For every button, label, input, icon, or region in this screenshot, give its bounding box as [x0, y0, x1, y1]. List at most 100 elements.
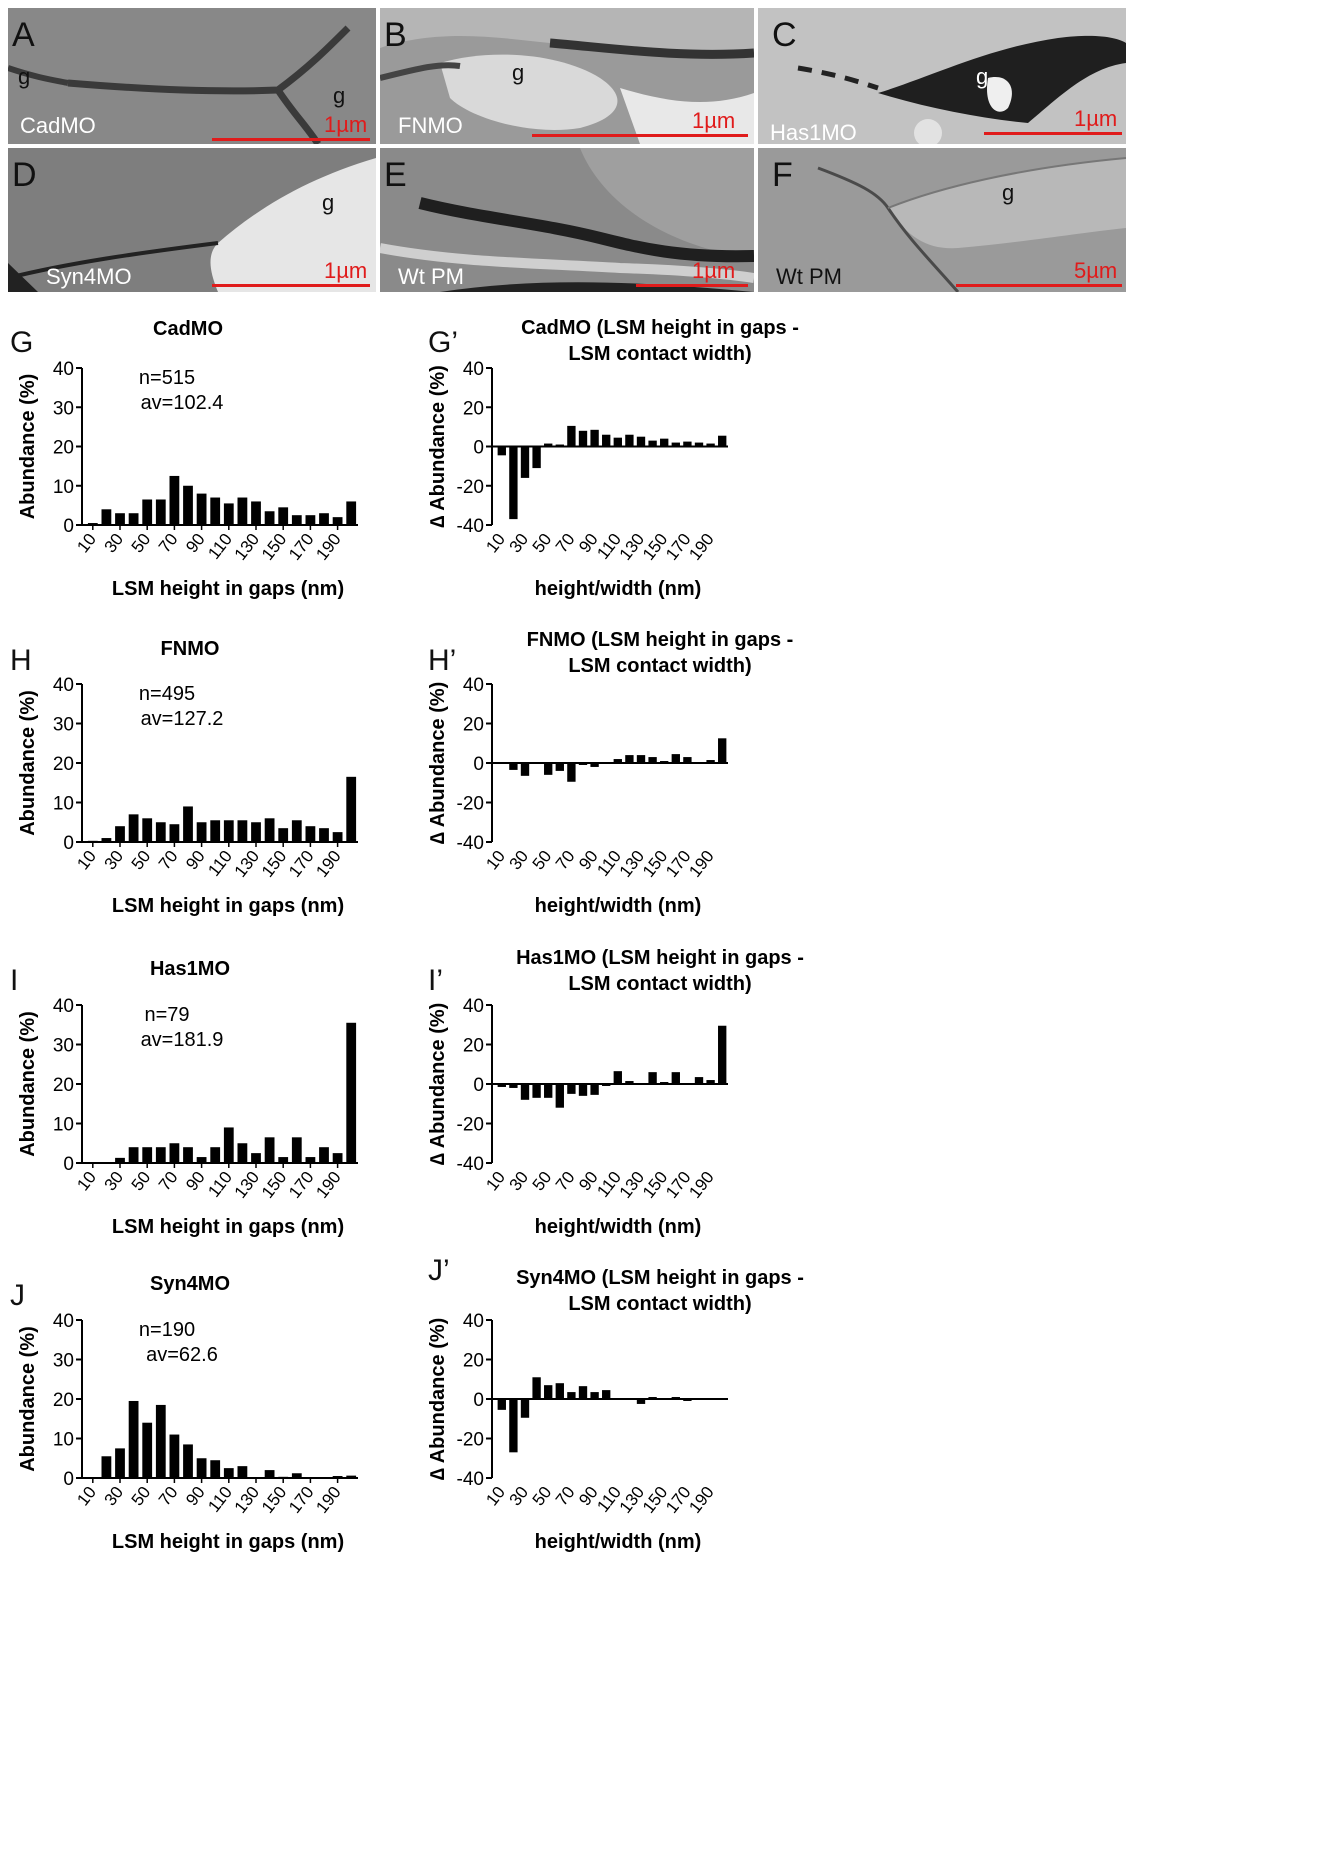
x-tick-label-gp-10: 10 — [482, 530, 509, 557]
x-tick-label-i-10: 10 — [73, 1168, 100, 1195]
bar-i-60 — [155, 1147, 166, 1163]
y-axis-label-gp: ∆ Abundance (%) — [427, 365, 449, 528]
bar-g-80 — [183, 485, 193, 525]
micrograph-a — [8, 8, 376, 144]
x-tick-label-g-70: 70 — [155, 530, 182, 557]
bar-ip-160 — [671, 1072, 680, 1084]
x-tick-label-h-110: 110 — [204, 847, 236, 880]
bar-ip-80 — [578, 1084, 588, 1096]
chart-title-gp: CadMO (LSM height in gaps - — [521, 317, 799, 339]
bar-g-120 — [237, 497, 248, 525]
bar-gp-10 — [497, 446, 506, 456]
bar-jp-160 — [671, 1397, 680, 1399]
y-tick-label-gp-2: 0 — [473, 438, 484, 459]
bar-jp-150 — [660, 1399, 669, 1400]
x-tick-label-h-130: 130 — [231, 847, 263, 881]
x-axis-label-i: LSM height in gaps (nm) — [112, 1216, 344, 1238]
bar-hp-120 — [625, 755, 634, 763]
bar-hp-90 — [590, 763, 599, 767]
x-tick-label-i-70: 70 — [155, 1168, 182, 1195]
panel-letter-d: D — [12, 156, 37, 194]
y-tick-label-g-4: 40 — [53, 359, 74, 380]
bar-jp-20 — [509, 1399, 518, 1453]
bar-jp-170 — [683, 1399, 692, 1401]
x-tick-label-i-30: 30 — [101, 1168, 128, 1195]
bar-h-100 — [210, 820, 221, 842]
bar-h-20 — [101, 838, 112, 842]
bar-ip-170 — [683, 1083, 692, 1084]
chart-title-h: FNMO — [161, 638, 220, 660]
bar-g-90 — [196, 493, 207, 525]
bar-hp-200 — [718, 738, 727, 763]
x-axis-label-jp: height/width (nm) — [535, 1531, 702, 1553]
bar-h-170 — [305, 826, 316, 842]
y-tick-label-gp-1: -20 — [457, 477, 484, 498]
bar-jp-30 — [520, 1399, 530, 1418]
x-tick-label-i-170: 170 — [285, 1168, 317, 1202]
scale-bar-c — [984, 132, 1122, 135]
bar-h-130 — [251, 822, 261, 842]
x-tick-label-g-110: 110 — [204, 530, 236, 563]
chart-title-j: Syn4MO — [150, 1273, 230, 1295]
bar-j-100 — [210, 1460, 221, 1478]
bar-hp-60 — [555, 763, 564, 771]
bar-ip-120 — [625, 1081, 634, 1084]
bar-h-110 — [223, 820, 234, 842]
panel-letter-hp: H’ — [428, 644, 456, 677]
g-mark-f: g — [1002, 180, 1015, 205]
x-tick-label-g-50: 50 — [128, 530, 155, 557]
bar-ip-190 — [706, 1080, 715, 1084]
panel-letter-gp: G’ — [428, 326, 458, 359]
y-tick-label-ip-1: -20 — [457, 1115, 484, 1136]
x-tick-label-j-10: 10 — [73, 1483, 100, 1510]
scale-bar-b — [532, 134, 748, 137]
panel-letter-jp: J’ — [428, 1254, 450, 1287]
bar-g-170 — [305, 515, 316, 525]
y-tick-label-jp-1: -20 — [457, 1430, 484, 1451]
g-mark-a1: g — [18, 64, 31, 89]
bar-j-70 — [169, 1434, 180, 1478]
bar-ip-60 — [555, 1084, 564, 1108]
bar-i-20 — [101, 1163, 112, 1164]
x-tick-label-i-110: 110 — [204, 1168, 236, 1201]
y-axis-label-jp: ∆ Abundance (%) — [427, 1318, 449, 1481]
bar-j-150 — [278, 1476, 289, 1478]
bar-gp-160 — [671, 442, 680, 447]
y-tick-label-j-3: 30 — [53, 1351, 74, 1372]
panel-letter-e: E — [384, 156, 407, 194]
x-tick-label-jp-70: 70 — [552, 1483, 579, 1510]
bar-ip-50 — [544, 1084, 553, 1098]
panel-d: D g Syn4MO 1µm — [8, 148, 376, 292]
bar-h-30 — [115, 826, 125, 842]
x-tick-label-ip-190: 190 — [685, 1168, 717, 1202]
bar-ip-70 — [567, 1084, 576, 1094]
y-tick-label-j-1: 10 — [53, 1430, 74, 1451]
bar-hp-130 — [636, 755, 646, 763]
g-mark-c[interactable]: g — [976, 64, 989, 89]
panel-f: F g Wt PM 5µm — [758, 148, 1126, 292]
panel-b: B g FNMO 1µm — [380, 8, 754, 144]
bar-gp-180 — [694, 442, 704, 447]
scale-bar-a — [212, 138, 370, 141]
y-axis-label-ip: ∆ Abundance (%) — [427, 1003, 449, 1166]
x-tick-label-ip-50: 50 — [529, 1168, 556, 1195]
x-tick-label-h-70: 70 — [155, 847, 182, 874]
y-tick-label-h-4: 40 — [53, 675, 74, 696]
bar-j-160 — [291, 1473, 302, 1478]
bar-h-200 — [346, 776, 357, 842]
bar-hp-80 — [578, 763, 588, 765]
bar-g-10 — [87, 523, 98, 525]
panel-letter-g: G — [10, 326, 33, 359]
x-tick-label-g-190: 190 — [312, 530, 344, 564]
bar-h-70 — [169, 824, 180, 842]
bar-ip-110 — [613, 1071, 622, 1084]
x-tick-label-h-150: 150 — [258, 847, 290, 881]
y-tick-label-i-1: 10 — [53, 1115, 74, 1136]
bar-jp-90 — [590, 1392, 599, 1399]
bar-ip-130 — [636, 1083, 646, 1084]
y-tick-label-j-0: 0 — [63, 1469, 74, 1490]
bar-g-60 — [155, 499, 166, 525]
n-label-h: n=495 — [139, 683, 195, 705]
bar-hp-40 — [532, 762, 541, 763]
bar-jp-200 — [718, 1399, 727, 1400]
